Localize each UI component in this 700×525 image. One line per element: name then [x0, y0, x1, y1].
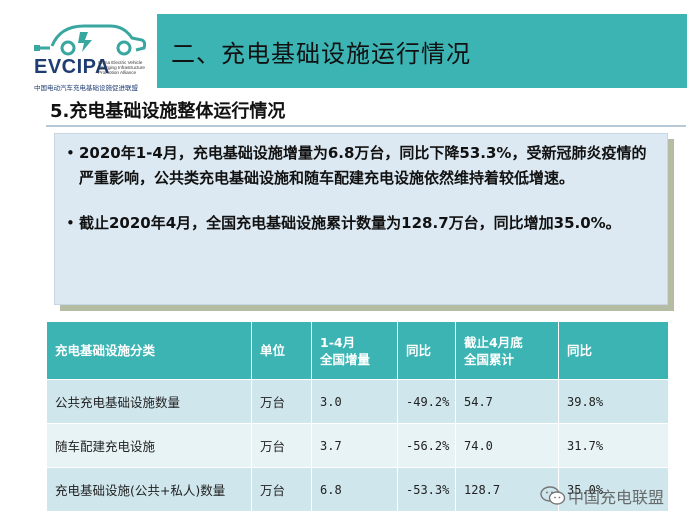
watermark-text: 中国充电联盟 [568, 488, 665, 507]
cell-increment: 3.0 [311, 379, 398, 424]
header-increment-line: 1-4月 全国增量 [320, 334, 371, 367]
header-cumulative-line: 截止4月底 全国累计 [464, 334, 523, 367]
cell-cumulative: 128.7 [455, 467, 559, 512]
slide-title: 二、充电基础设施运行情况 [171, 39, 471, 68]
section-subtitle: 5.充电基础设施整体运行情况 [50, 101, 286, 122]
wechat-watermark: 中国充电联盟 [540, 484, 664, 508]
wechat-icon [540, 486, 566, 505]
table-row: 随车配建充电设施 万台 3.7 -56.2% 74.0 31.7% [46, 423, 669, 468]
cell-category: 公共充电基础设施数量 [46, 379, 252, 424]
ev-car-plug-icon [34, 24, 147, 56]
charging-infrastructure-table: 充电基础设施分类 单位 1-4月 全国增量 同比 截止4月底 全国累计 同比 公… [46, 321, 669, 512]
cell-unit: 万台 [251, 467, 312, 512]
table-header-row: 充电基础设施分类 单位 1-4月 全国增量 同比 截止4月底 全国累计 同比 [46, 321, 669, 380]
cell-increment: 6.8 [311, 467, 398, 512]
subtitle-divider [46, 125, 686, 127]
cell-yoy-cumulative: 35.0% [558, 467, 669, 512]
cell-category: 充电基础设施(公共+私人)数量 [46, 467, 252, 512]
cell-yoy: -53.3% [397, 467, 456, 512]
logo-wordmark: EVCIPA [34, 56, 110, 78]
header-yoy-cumulative: 同比 [558, 321, 669, 380]
stats-table-container: 充电基础设施分类 单位 1-4月 全国增量 同比 截止4月底 全国累计 同比 公… [46, 321, 669, 512]
logo-english-name: China Electric Vehicle Charging Infrastr… [98, 60, 145, 76]
bullet-item: 2020年1-4月，充电基础设施增量为6.8万台，同比下降53.3%，受新冠肺炎… [65, 141, 657, 191]
header-cumulative: 截止4月底 全国累计 [455, 321, 559, 380]
cell-cumulative: 74.0 [455, 423, 559, 468]
cell-yoy: -49.2% [397, 379, 456, 424]
header-unit: 单位 [251, 321, 312, 380]
header-category: 充电基础设施分类 [46, 321, 252, 380]
table-row: 公共充电基础设施数量 万台 3.0 -49.2% 54.7 39.8% [46, 379, 669, 424]
header-yoy: 同比 [397, 321, 456, 380]
slide-title-banner: 二、充电基础设施运行情况 [157, 14, 687, 88]
cell-yoy-cumulative: 39.8% [558, 379, 669, 424]
cell-yoy-cumulative: 31.7% [558, 423, 669, 468]
cell-unit: 万台 [251, 379, 312, 424]
bullet-item: 截止2020年4月，全国充电基础设施累计数量为128.7万台，同比增加35.0%… [65, 211, 657, 236]
header-increment: 1-4月 全国增量 [311, 321, 398, 380]
cell-yoy: -56.2% [397, 423, 456, 468]
summary-box: 2020年1-4月，充电基础设施增量为6.8万台，同比下降53.3%，受新冠肺炎… [54, 133, 668, 305]
cell-increment: 3.7 [311, 423, 398, 468]
logo-chinese-name: 中国电动汽车充电基础设施促进联盟 [34, 84, 138, 92]
table-row: 充电基础设施(公共+私人)数量 万台 6.8 -53.3% 128.7 35.0… [46, 467, 669, 512]
evcipa-logo: EVCIPA China Electric Vehicle Charging I… [28, 18, 156, 92]
cell-category: 随车配建充电设施 [46, 423, 252, 468]
cell-cumulative: 54.7 [455, 379, 559, 424]
cell-unit: 万台 [251, 423, 312, 468]
